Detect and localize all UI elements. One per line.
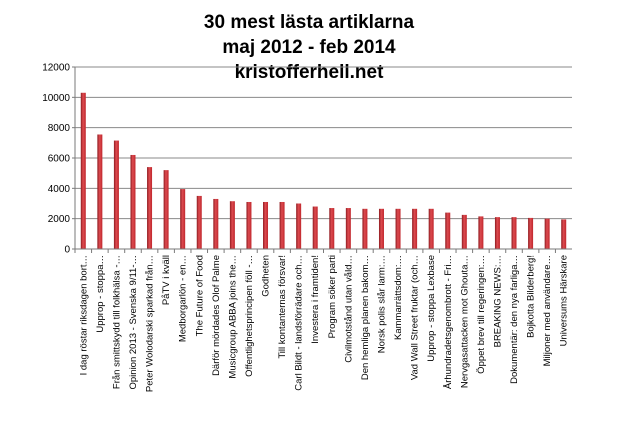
x-category-label: Offentlighetsprincipen föll -… bbox=[244, 255, 255, 377]
x-category-label: Bojkotta Bilderberg! bbox=[526, 255, 537, 338]
x-category-label: Öppet brev till regeringen:… bbox=[476, 255, 487, 374]
x-category-label: Kammarrättsdom:… bbox=[393, 255, 404, 340]
chart-title-line-2: maj 2012 - feb 2014 bbox=[222, 37, 396, 58]
bar bbox=[561, 219, 567, 249]
x-category-label: Till kontanternas försvar! bbox=[277, 255, 288, 359]
x-category-label: Godheten bbox=[261, 255, 272, 297]
x-category-label: Upprop - stoppa Lexbase bbox=[426, 255, 437, 362]
x-category-label: Musicgroup ABBA joins the… bbox=[227, 255, 238, 379]
bar bbox=[113, 140, 119, 249]
x-category-label: The Future of Food bbox=[194, 255, 205, 336]
chart-title: 30 mest lästa artiklarna maj 2012 - feb … bbox=[204, 12, 415, 83]
bar bbox=[147, 167, 153, 249]
bar bbox=[461, 214, 467, 249]
x-category-label: Miljoner med användare… bbox=[542, 255, 553, 366]
x-category-label: PåTV i kväll bbox=[161, 255, 172, 305]
y-tick-label: 10000 bbox=[42, 93, 70, 104]
bar bbox=[130, 154, 136, 249]
bar bbox=[97, 134, 103, 249]
bar bbox=[395, 208, 401, 249]
chart-title-line-1: 30 mest lästa artiklarna bbox=[204, 12, 415, 33]
x-category-label: Vad Wall Street fruktar (och… bbox=[410, 255, 421, 380]
x-category-label: Civilmotstånd utan våld… bbox=[343, 255, 354, 363]
x-category-label: Upprop - stoppa… bbox=[95, 255, 106, 333]
bar bbox=[196, 195, 202, 249]
bar bbox=[378, 208, 384, 249]
bar bbox=[412, 208, 418, 249]
bar bbox=[494, 217, 500, 249]
y-tick-label: 2000 bbox=[48, 214, 71, 225]
bar bbox=[445, 212, 451, 249]
x-category-label: Carl Bildt - landsförrädare och… bbox=[294, 255, 305, 391]
x-category-label: Medborgarlön - en… bbox=[178, 255, 189, 342]
x-category-label: Nervgasattacken mot Ghouta… bbox=[459, 255, 470, 388]
bar bbox=[163, 170, 169, 249]
bar bbox=[279, 201, 285, 249]
y-axis-tick-labels: 0 2000 4000 6000 8000 10000 12000 bbox=[42, 63, 70, 256]
x-category-label: Från smittskydd till folkhälsa -… bbox=[111, 255, 122, 389]
x-category-label: Därför mördades Olof Palme bbox=[211, 255, 222, 376]
bar bbox=[180, 189, 186, 249]
x-category-label: Investera i framtiden! bbox=[310, 255, 321, 344]
bar bbox=[263, 201, 269, 249]
x-category-label: Program söker parti bbox=[327, 255, 338, 338]
bar bbox=[428, 208, 434, 249]
x-category-label: Universums Härskare bbox=[559, 255, 570, 346]
x-category-label: BREAKING NEWS:… bbox=[492, 255, 503, 347]
bar bbox=[528, 217, 534, 249]
x-category-label: I dag röstar riksdagen bort… bbox=[78, 255, 89, 375]
bars bbox=[80, 92, 567, 250]
bar bbox=[213, 198, 219, 249]
bar bbox=[329, 208, 335, 249]
x-category-label: Dokumentär: den nya farliga… bbox=[509, 255, 520, 384]
gridlines bbox=[75, 66, 572, 220]
y-tick-label: 0 bbox=[64, 245, 70, 256]
bar bbox=[478, 216, 484, 249]
y-tick-label: 6000 bbox=[48, 154, 71, 165]
bar bbox=[345, 208, 351, 249]
x-category-label: Den hemliga planen bakom… bbox=[360, 255, 371, 380]
x-category-label: Århundradetsgenombrott - Fri… bbox=[443, 255, 454, 389]
y-tick-label: 12000 bbox=[42, 63, 70, 74]
x-category-label: Norsk polis slår larm:… bbox=[376, 255, 387, 353]
bar bbox=[246, 201, 252, 249]
y-tick-label: 8000 bbox=[48, 123, 71, 134]
bar bbox=[229, 201, 235, 249]
chart-title-line-3: kristofferhell.net bbox=[235, 62, 385, 83]
x-category-label: Peter Wolodarski sparkad från… bbox=[145, 255, 156, 392]
bar bbox=[511, 217, 517, 249]
x-category-label: Opinion 2013 - Svenska 9/11-… bbox=[128, 255, 139, 389]
bar bbox=[544, 218, 550, 249]
x-axis-category-labels: I dag röstar riksdagen bort… Upprop - sto… bbox=[74, 249, 570, 392]
y-tick-label: 4000 bbox=[48, 184, 71, 195]
bar bbox=[80, 92, 86, 250]
bar bbox=[296, 203, 302, 249]
bar bbox=[362, 208, 368, 249]
bar bbox=[312, 206, 318, 249]
